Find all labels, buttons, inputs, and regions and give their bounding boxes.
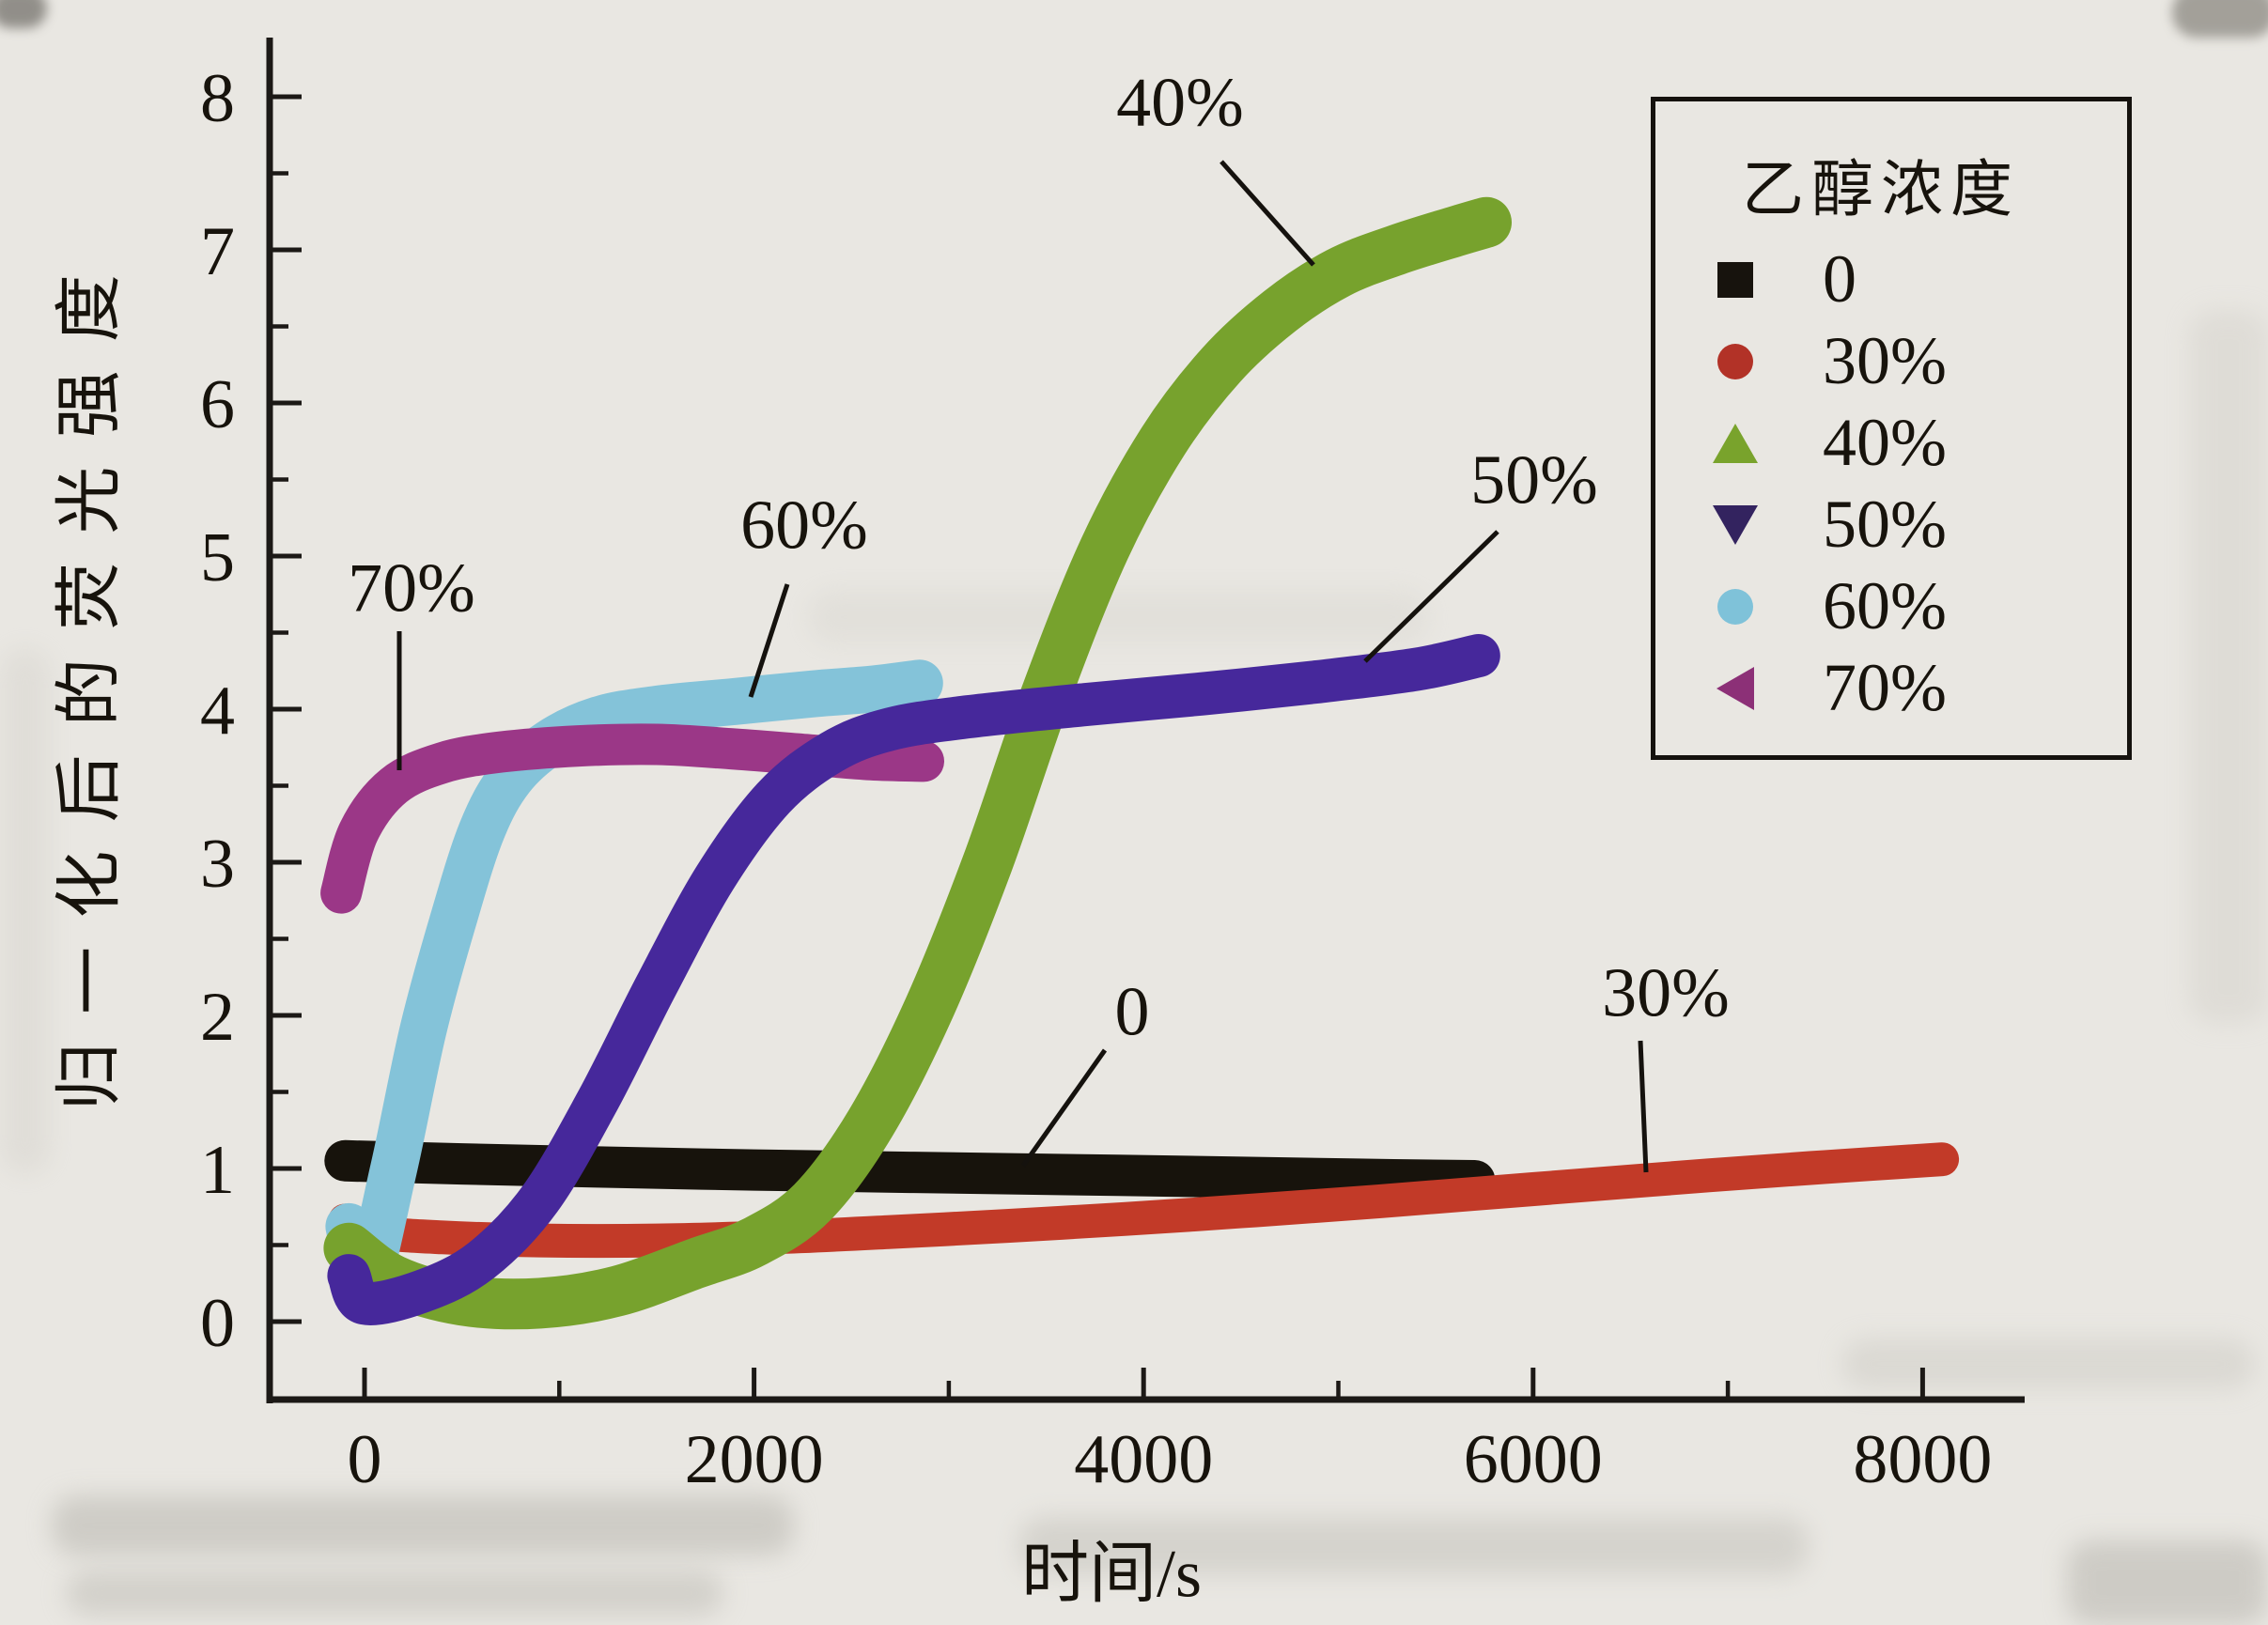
legend-item-40: 40%: [1655, 402, 2127, 484]
paper-smudge: [2189, 310, 2268, 1024]
legend-item-50: 50%: [1655, 484, 2127, 565]
square-icon: [1714, 261, 1757, 298]
series-curve-60: [325, 659, 943, 1309]
y-tick-label: 7: [200, 213, 235, 290]
legend-label-60: 60%: [1823, 568, 1947, 643]
legend-item-70: 70%: [1655, 647, 2127, 729]
annotation-label-50: 50%: [1470, 441, 1598, 519]
paper-smudge: [1019, 1517, 1809, 1575]
x-tick-label: 8000: [1853, 1421, 1992, 1498]
legend-marker-circle: [1717, 343, 1753, 379]
y-tick-label: 5: [200, 519, 235, 596]
series-curve-50: [327, 634, 1500, 1325]
paper-smudge: [2172, 0, 2268, 38]
y-tick-label: 6: [200, 366, 235, 443]
series-curve-40: [323, 196, 1512, 1330]
y-tick-label: 1: [200, 1132, 235, 1209]
y-tick-label: 0: [200, 1285, 235, 1362]
y-tick-label: 3: [200, 826, 235, 903]
triangle-up-icon: [1713, 423, 1758, 463]
paper-smudge: [808, 590, 1428, 644]
x-axis-title: 时间/s: [1020, 1536, 1203, 1612]
legend-marker-triangle-up: [1713, 423, 1758, 463]
annotation-label-60: 60%: [740, 487, 868, 565]
legend-label-70: 70%: [1823, 650, 1947, 725]
legend-label-40: 40%: [1823, 405, 1947, 480]
legend-title: 乙醇浓度: [1742, 156, 2020, 224]
legend-label-0: 0: [1823, 241, 1856, 317]
series-curve-0: [324, 1139, 1496, 1201]
paper-smudge: [0, 0, 47, 28]
legend-label-30: 30%: [1823, 323, 1947, 398]
y-tick-label: 8: [200, 60, 235, 137]
annotation-label-30: 30%: [1602, 954, 1730, 1032]
y-tick-label: 2: [200, 979, 235, 1056]
paper-smudge: [2067, 1540, 2268, 1625]
legend-item-60: 60%: [1655, 565, 2127, 647]
annotation-label-40: 40%: [1116, 64, 1244, 142]
legend-item-30: 30%: [1655, 320, 2127, 402]
annotation-label-0: 0: [1114, 973, 1150, 1051]
paper-smudge: [52, 1495, 794, 1555]
legend-item-0: 0: [1655, 239, 2127, 320]
triangle-down-icon: [1713, 504, 1758, 545]
x-tick-label: 6000: [1464, 1421, 1603, 1498]
paper-smudge: [0, 648, 51, 1174]
legend: 乙醇浓度 0 30% 40% 50% 60% 70%: [1651, 97, 2132, 760]
annotation-line-30: [1638, 1040, 1649, 1173]
annotation-line-50: [1363, 530, 1499, 663]
circle-icon: [1714, 588, 1757, 625]
triangle-left-icon: [1714, 666, 1757, 710]
legend-label-50: 50%: [1823, 487, 1947, 562]
annotation-label-70: 70%: [348, 549, 475, 627]
series-curve-30: [328, 1142, 1960, 1259]
x-tick-label: 2000: [685, 1421, 824, 1498]
paper-smudge: [1841, 1339, 2255, 1389]
y-tick-label: 4: [200, 673, 235, 750]
legend-marker-square: [1717, 261, 1753, 298]
legend-marker-circle: [1717, 588, 1753, 625]
legend-items: 0 30% 40% 50% 60% 70%: [1655, 239, 2127, 729]
x-tick-label: 0: [348, 1421, 382, 1498]
annotation-line-60: [748, 583, 790, 698]
legend-marker-triangle-down: [1713, 504, 1758, 545]
y-axis-title: 归一化后的荧光强度: [52, 245, 128, 1111]
circle-icon: [1714, 343, 1757, 379]
legend-marker-triangle-left: [1717, 666, 1754, 710]
annotation-line-40: [1219, 160, 1315, 267]
x-tick-label: 4000: [1074, 1421, 1213, 1498]
annotation-line-0: [1020, 1048, 1108, 1168]
paper-smudge: [66, 1571, 723, 1616]
